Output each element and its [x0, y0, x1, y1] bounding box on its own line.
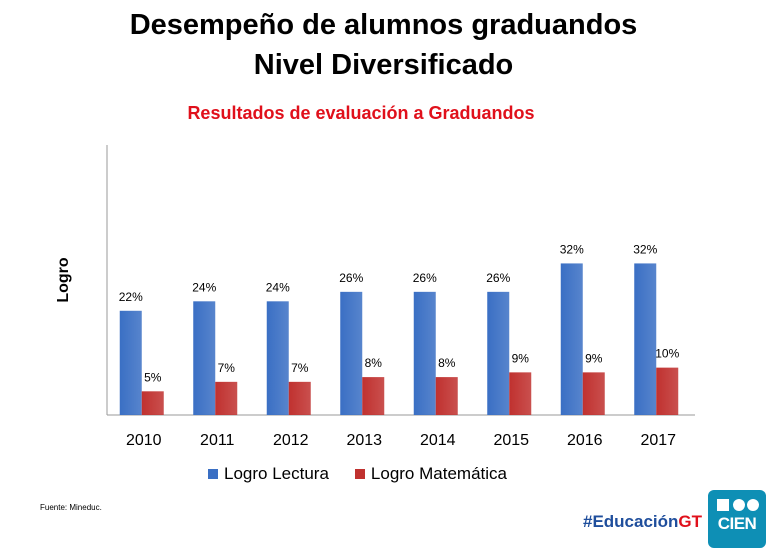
x-tick-label-2011: 2011 [200, 432, 235, 449]
bar-matematica-2011 [215, 381, 238, 415]
data-label-lectura-2011: 24% [192, 280, 216, 294]
bar-lectura-2013 [340, 291, 363, 415]
bar-lectura-2015 [487, 291, 510, 415]
bar-lectura-2012 [266, 301, 289, 415]
page-title-line-2: Nivel Diversificado [253, 49, 514, 81]
legend-item-matematica: Logro Matemática [354, 464, 507, 484]
bar-matematica-2017 [656, 367, 679, 415]
bar-matematica-2014 [435, 377, 458, 415]
legend-label-matematica: Logro Matemática [370, 464, 507, 483]
source-note: Fuente: Mineduc. [40, 503, 102, 512]
bar-lectura-2011 [193, 301, 216, 415]
x-tick-label-2012: 2012 [273, 432, 309, 449]
data-label-lectura-2016: 32% [560, 242, 584, 256]
data-label-matematica-2012: 7% [291, 361, 309, 375]
legend-label-lectura: Logro Lectura [224, 464, 329, 483]
data-label-matematica-2014: 8% [438, 356, 456, 370]
logo-text: CIEN [717, 514, 757, 533]
data-label-lectura-2014: 26% [413, 271, 437, 285]
data-label-matematica-2010: 5% [144, 370, 162, 384]
data-label-lectura-2012: 24% [266, 280, 290, 294]
data-label-matematica-2011: 7% [218, 361, 236, 375]
x-tick-label-2014: 2014 [420, 432, 456, 449]
data-label-matematica-2016: 9% [585, 351, 603, 365]
page-title-line-1: Desempeño de alumnos graduandos [129, 9, 638, 41]
bar-matematica-2016 [582, 372, 605, 415]
hashtag-suffix: GT [678, 512, 703, 531]
data-label-matematica-2015: 9% [512, 351, 530, 365]
chart-legend: Logro Lectura Logro Matemática [208, 464, 533, 484]
x-tick-label-2013: 2013 [346, 432, 382, 449]
data-label-lectura-2010: 22% [119, 290, 143, 304]
bar-matematica-2012 [288, 381, 311, 415]
legend-item-lectura: Logro Lectura [208, 464, 329, 484]
data-label-matematica-2017: 10% [655, 347, 679, 361]
x-tick-label-2017: 2017 [640, 432, 676, 449]
x-tick-label-2016: 2016 [567, 432, 603, 449]
legend-swatch-matematica [354, 469, 365, 479]
data-label-lectura-2017: 32% [633, 242, 657, 256]
hashtag: #EducaciónGT [583, 512, 702, 532]
x-tick-label-2015: 2015 [493, 432, 529, 449]
bar-matematica-2010 [141, 391, 164, 415]
bar-lectura-2017 [634, 263, 657, 415]
data-label-lectura-2015: 26% [486, 271, 510, 285]
data-label-matematica-2013: 8% [365, 356, 383, 370]
hashtag-main: #Educación [583, 512, 679, 531]
bar-lectura-2010 [119, 310, 142, 415]
x-tick-label-2010: 2010 [126, 432, 162, 449]
bar-lectura-2016 [560, 263, 583, 415]
bar-lectura-2014 [413, 291, 436, 415]
data-label-lectura-2013: 26% [339, 271, 363, 285]
legend-swatch-lectura [208, 469, 218, 479]
cien-logo: CIEN [708, 490, 766, 548]
logo-mark-icon [717, 499, 759, 511]
chart-title: Resultados de evaluación a Graduandos [187, 103, 535, 123]
bar-matematica-2013 [362, 377, 385, 415]
bar-matematica-2015 [509, 372, 532, 415]
